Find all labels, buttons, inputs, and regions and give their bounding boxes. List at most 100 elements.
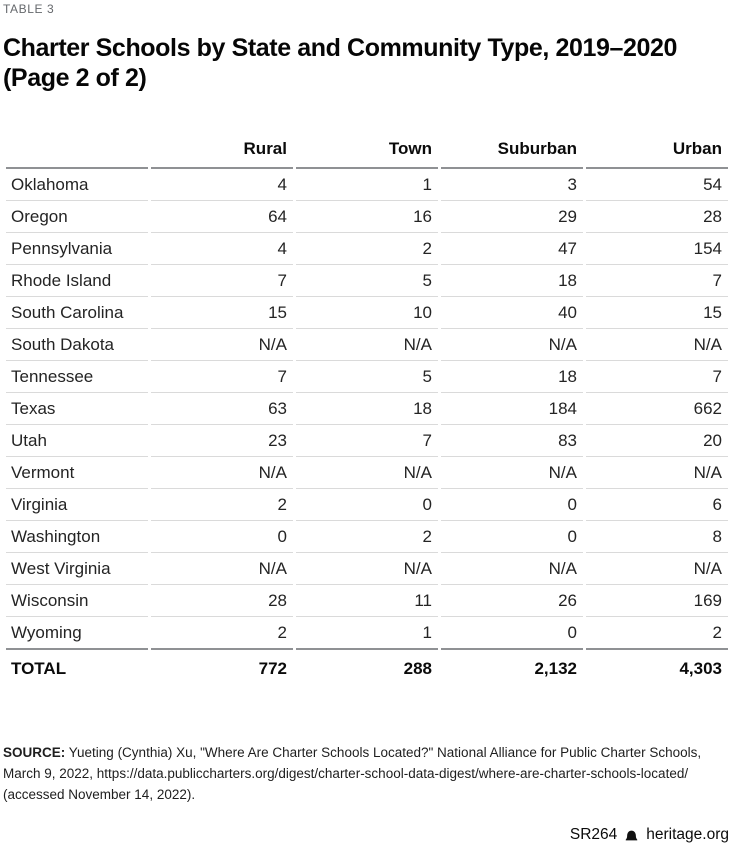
page-title-line1: Charter Schools by State and Community T… xyxy=(3,34,678,62)
value-cell: N/A xyxy=(586,457,728,489)
state-cell: Wyoming xyxy=(6,617,148,650)
state-cell: Wisconsin xyxy=(6,585,148,617)
value-cell: 20 xyxy=(586,425,728,457)
value-cell: 5 xyxy=(296,361,438,393)
value-cell: N/A xyxy=(586,553,728,585)
table-header: Rural Town Suburban Urban xyxy=(6,135,728,169)
table-row: Tennessee 7 5 18 7 xyxy=(6,361,728,393)
value-cell: 28 xyxy=(586,201,728,233)
table-row: Virginia 2 0 0 6 xyxy=(6,489,728,521)
table-row: Oregon 64 16 29 28 xyxy=(6,201,728,233)
total-town: 288 xyxy=(403,659,432,678)
total-suburban: 2,132 xyxy=(534,659,577,678)
value-cell: 54 xyxy=(586,169,728,201)
value-cell: 18 xyxy=(441,361,583,393)
value-cell: 18 xyxy=(296,393,438,425)
value-cell: 2 xyxy=(586,617,728,650)
charter-schools-table: Rural Town Suburban Urban Oklahoma 4 1 3 54 O… xyxy=(3,135,731,688)
value-cell: 0 xyxy=(296,489,438,521)
value-cell: 63 xyxy=(151,393,293,425)
value-cell: N/A xyxy=(586,329,728,361)
site-domain: heritage.org xyxy=(646,826,729,843)
value-cell: 83 xyxy=(441,425,583,457)
state-cell: South Carolina xyxy=(6,297,148,329)
value-cell: 4 xyxy=(151,233,293,265)
table-row: West Virginia N/A N/A N/A N/A xyxy=(6,553,728,585)
table-row: Pennsylvania 4 2 47 154 xyxy=(6,233,728,265)
value-cell: 15 xyxy=(151,297,293,329)
value-cell: N/A xyxy=(296,553,438,585)
value-cell: 4 xyxy=(151,169,293,201)
total-urban: 4,303 xyxy=(679,659,722,678)
value-cell: 7 xyxy=(586,361,728,393)
value-cell: 6 xyxy=(586,489,728,521)
value-cell: 0 xyxy=(151,521,293,553)
page-title-line2: (Page 2 of 2) xyxy=(3,64,147,92)
table-row: South Carolina 15 10 40 15 xyxy=(6,297,728,329)
table-row: South Dakota N/A N/A N/A N/A xyxy=(6,329,728,361)
value-cell: N/A xyxy=(151,457,293,489)
value-cell: 169 xyxy=(586,585,728,617)
total-label: TOTAL xyxy=(11,659,67,678)
state-cell: Utah xyxy=(6,425,148,457)
state-cell: Rhode Island xyxy=(6,265,148,297)
state-cell: Pennsylvania xyxy=(6,233,148,265)
state-cell: West Virginia xyxy=(6,553,148,585)
value-cell: 18 xyxy=(441,265,583,297)
value-cell: 0 xyxy=(441,617,583,650)
value-cell: N/A xyxy=(441,457,583,489)
table-body: Oklahoma 4 1 3 54 Oregon 64 16 29 28 Pennsylvania 4… xyxy=(6,169,728,650)
report-id: SR264 xyxy=(569,826,618,843)
table-number-label: TABLE 3 xyxy=(3,2,55,16)
value-cell: 2 xyxy=(151,489,293,521)
state-cell: Oklahoma xyxy=(6,169,148,201)
total-rural: 772 xyxy=(258,659,287,678)
header-rural: Rural xyxy=(151,135,293,169)
value-cell: 5 xyxy=(296,265,438,297)
value-cell: 7 xyxy=(151,361,293,393)
header-row: Rural Town Suburban Urban xyxy=(6,135,728,169)
table-row: Utah 23 7 83 20 xyxy=(6,425,728,457)
value-cell: 2 xyxy=(296,521,438,553)
header-state-cell xyxy=(6,135,148,169)
value-cell: 154 xyxy=(586,233,728,265)
value-cell: 11 xyxy=(296,585,438,617)
value-cell: N/A xyxy=(296,457,438,489)
value-cell: 184 xyxy=(441,393,583,425)
value-cell: N/A xyxy=(441,329,583,361)
value-cell: 2 xyxy=(151,617,293,650)
value-cell: 16 xyxy=(296,201,438,233)
value-cell: 1 xyxy=(296,169,438,201)
liberty-bell-icon xyxy=(624,828,639,843)
value-cell: N/A xyxy=(296,329,438,361)
source-label: SOURCE: xyxy=(3,745,66,760)
state-cell: Tennessee xyxy=(6,361,148,393)
value-cell: 29 xyxy=(441,201,583,233)
value-cell: 662 xyxy=(586,393,728,425)
state-cell: Washington xyxy=(6,521,148,553)
state-cell: Texas xyxy=(6,393,148,425)
total-row: TOTAL 772 288 2,132 4,303 xyxy=(6,650,728,688)
value-cell: 10 xyxy=(296,297,438,329)
table-row: Wyoming 2 1 0 2 xyxy=(6,617,728,650)
value-cell: 0 xyxy=(441,521,583,553)
state-cell: Oregon xyxy=(6,201,148,233)
value-cell: 8 xyxy=(586,521,728,553)
source-note: SOURCE: Yueting (Cynthia) Xu, "Where Are… xyxy=(3,742,731,805)
value-cell: 2 xyxy=(296,233,438,265)
table-row: Rhode Island 7 5 18 7 xyxy=(6,265,728,297)
table-row: Vermont N/A N/A N/A N/A xyxy=(6,457,728,489)
table-row: Washington 0 2 0 8 xyxy=(6,521,728,553)
table-row: Wisconsin 28 11 26 169 xyxy=(6,585,728,617)
value-cell: 7 xyxy=(296,425,438,457)
state-cell: Virginia xyxy=(6,489,148,521)
header-town: Town xyxy=(296,135,438,169)
value-cell: 15 xyxy=(586,297,728,329)
table-footer: TOTAL 772 288 2,132 4,303 xyxy=(6,650,728,688)
value-cell: 3 xyxy=(441,169,583,201)
value-cell: 1 xyxy=(296,617,438,650)
table-row: Texas 63 18 184 662 xyxy=(6,393,728,425)
value-cell: 7 xyxy=(151,265,293,297)
value-cell: 64 xyxy=(151,201,293,233)
